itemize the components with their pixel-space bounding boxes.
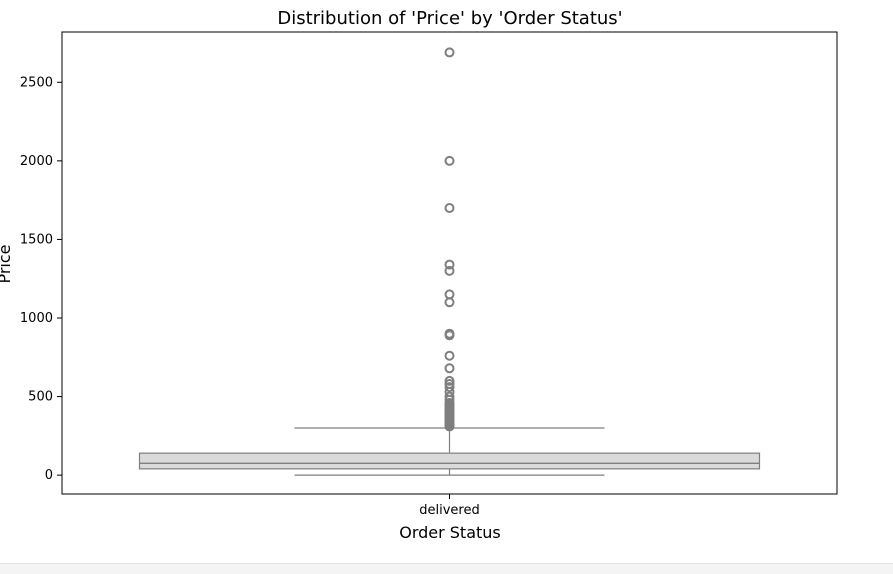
outlier-point xyxy=(444,350,455,361)
outlier-point xyxy=(444,379,455,389)
outlier-point xyxy=(444,382,455,393)
outlier-point xyxy=(444,397,455,408)
y-tick-label: 2500 xyxy=(20,75,53,90)
footer-strip xyxy=(0,563,893,574)
box-iqr xyxy=(138,452,761,470)
y-axis-label: Price xyxy=(0,244,14,283)
chart-title: Distribution of 'Price' by 'Order Status… xyxy=(277,8,622,29)
plot-area: 0 500 1000 1500 2000 2500 delivered xyxy=(20,31,838,518)
x-axis-label: Order Status xyxy=(399,523,501,542)
y-tick-label: 0 xyxy=(45,468,53,483)
outlier-point xyxy=(444,375,455,386)
x-tick-label: delivered xyxy=(419,503,479,518)
y-tick-label: 1500 xyxy=(20,232,53,247)
outlier-point xyxy=(444,289,455,300)
outlier-point xyxy=(444,259,455,270)
y-tick-label: 2000 xyxy=(20,154,53,169)
outlier-point xyxy=(444,328,455,339)
outlier-point xyxy=(444,155,455,166)
outlier-point xyxy=(444,265,455,276)
y-tick-label: 500 xyxy=(28,390,53,405)
outlier-point xyxy=(444,363,455,374)
outlier-point xyxy=(444,203,455,213)
outlier-point xyxy=(444,391,455,402)
y-tick-label: 1000 xyxy=(20,311,53,326)
outlier-point xyxy=(444,297,455,308)
outlier-point xyxy=(444,47,455,58)
